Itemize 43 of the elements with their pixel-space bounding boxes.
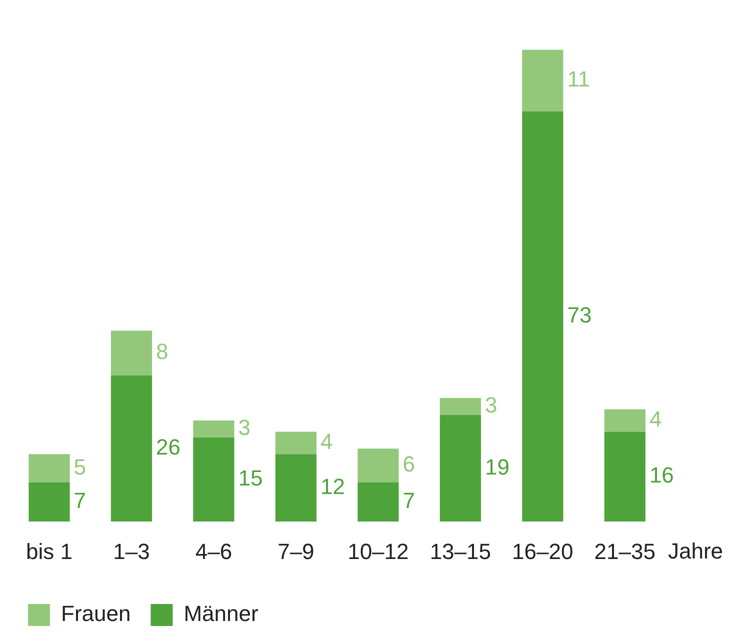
data-label: 73	[567, 302, 592, 328]
data-label: 12	[320, 474, 345, 499]
bar	[358, 448, 399, 482]
bar	[193, 437, 234, 522]
x-tick-label: 10–12	[348, 538, 409, 564]
data-label: 3	[238, 414, 251, 440]
bar	[522, 112, 564, 522]
data-label: 8	[156, 339, 168, 364]
bar	[522, 50, 564, 112]
data-label: 11	[567, 66, 590, 92]
bar	[358, 482, 399, 522]
data-label: 16	[649, 462, 674, 488]
bar	[110, 330, 152, 376]
data-label: 5	[74, 454, 86, 480]
bar	[604, 409, 646, 432]
x-tick-label: 1–3	[113, 538, 150, 564]
data-label: 7	[74, 488, 86, 513]
data-label: 6	[402, 451, 415, 476]
bar	[110, 376, 152, 522]
bar	[604, 432, 646, 522]
data-label: 15	[238, 466, 263, 491]
bar	[193, 420, 234, 438]
bar	[275, 432, 316, 454]
bar	[28, 482, 70, 522]
legend-label: Männer	[184, 601, 258, 626]
bar	[440, 398, 481, 415]
x-tick-label: 16–20	[512, 538, 574, 564]
data-label: 4	[649, 406, 662, 432]
data-label: 4	[320, 429, 333, 454]
data-label: 3	[484, 392, 498, 418]
data-label: 26	[156, 434, 181, 460]
bar	[28, 454, 70, 482]
x-tick-label: 4–6	[195, 538, 232, 564]
x-tick-label: 7–9	[278, 538, 314, 564]
bar	[275, 454, 316, 522]
x-tick-label: bis 1	[26, 538, 72, 564]
bar	[440, 414, 481, 522]
data-label: 7	[402, 488, 415, 513]
legend-label: Frauen	[61, 601, 131, 626]
x-tick-label: 21–35	[594, 538, 656, 564]
x-tick-label: 13–15	[430, 538, 492, 564]
data-label: 19	[484, 454, 510, 480]
x-axis-title: Jahre	[668, 538, 724, 564]
